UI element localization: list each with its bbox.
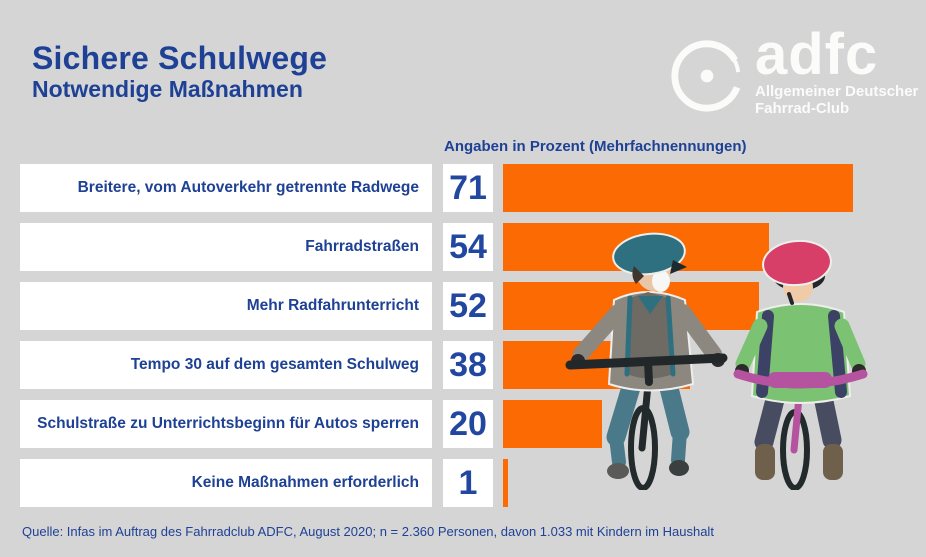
bar-row: Fahrradstraßen 54 — [20, 223, 853, 271]
row-bar — [503, 282, 759, 330]
brand-tagline-line2: Fahrrad-Club — [755, 100, 850, 117]
page-subtitle: Notwendige Maßnahmen — [32, 76, 303, 102]
bar-chart: Breitere, vom Autoverkehr getrennte Radw… — [20, 164, 853, 518]
row-label: Keine Maßnahmen erforderlich — [20, 459, 432, 507]
row-label: Tempo 30 auf dem gesamten Schulweg — [20, 341, 432, 389]
bar-row: Keine Maßnahmen erforderlich 1 — [20, 459, 853, 507]
row-value: 54 — [443, 223, 493, 271]
row-value: 71 — [443, 164, 493, 212]
page-title: Sichere Schulwege — [32, 40, 328, 76]
brand-name: adfc — [755, 22, 879, 87]
row-bar — [503, 341, 690, 389]
row-bar — [503, 164, 853, 212]
bar-row: Tempo 30 auf dem gesamten Schulweg 38 — [20, 341, 853, 389]
bar-row: Schulstraße zu Unterrichtsbeginn für Aut… — [20, 400, 853, 448]
row-label: Breitere, vom Autoverkehr getrennte Radw… — [20, 164, 432, 212]
bar-row: Mehr Radfahrunterricht 52 — [20, 282, 853, 330]
chart-note: Angaben in Prozent (Mehrfachnennungen) — [444, 138, 747, 155]
row-bar — [503, 400, 602, 448]
wheel-icon — [671, 40, 743, 112]
row-label: Mehr Radfahrunterricht — [20, 282, 432, 330]
source-note: Quelle: Infas im Auftrag des Fahrradclub… — [22, 524, 714, 539]
logo-text: adfc Allgemeiner Deutscher Fahrrad-Club — [755, 22, 919, 118]
adfc-logo: adfc Allgemeiner Deutscher Fahrrad-Club — [668, 22, 919, 118]
row-label: Fahrradstraßen — [20, 223, 432, 271]
row-value: 20 — [443, 400, 493, 448]
row-value: 38 — [443, 341, 493, 389]
row-label: Schulstraße zu Unterrichtsbeginn für Aut… — [20, 400, 432, 448]
bar-row: Breitere, vom Autoverkehr getrennte Radw… — [20, 164, 853, 212]
row-bar — [503, 223, 769, 271]
row-bar — [503, 459, 508, 507]
brand-tagline-line1: Allgemeiner Deutscher — [755, 83, 919, 100]
row-value: 1 — [443, 459, 493, 507]
wheel-hub — [700, 69, 714, 83]
row-value: 52 — [443, 282, 493, 330]
